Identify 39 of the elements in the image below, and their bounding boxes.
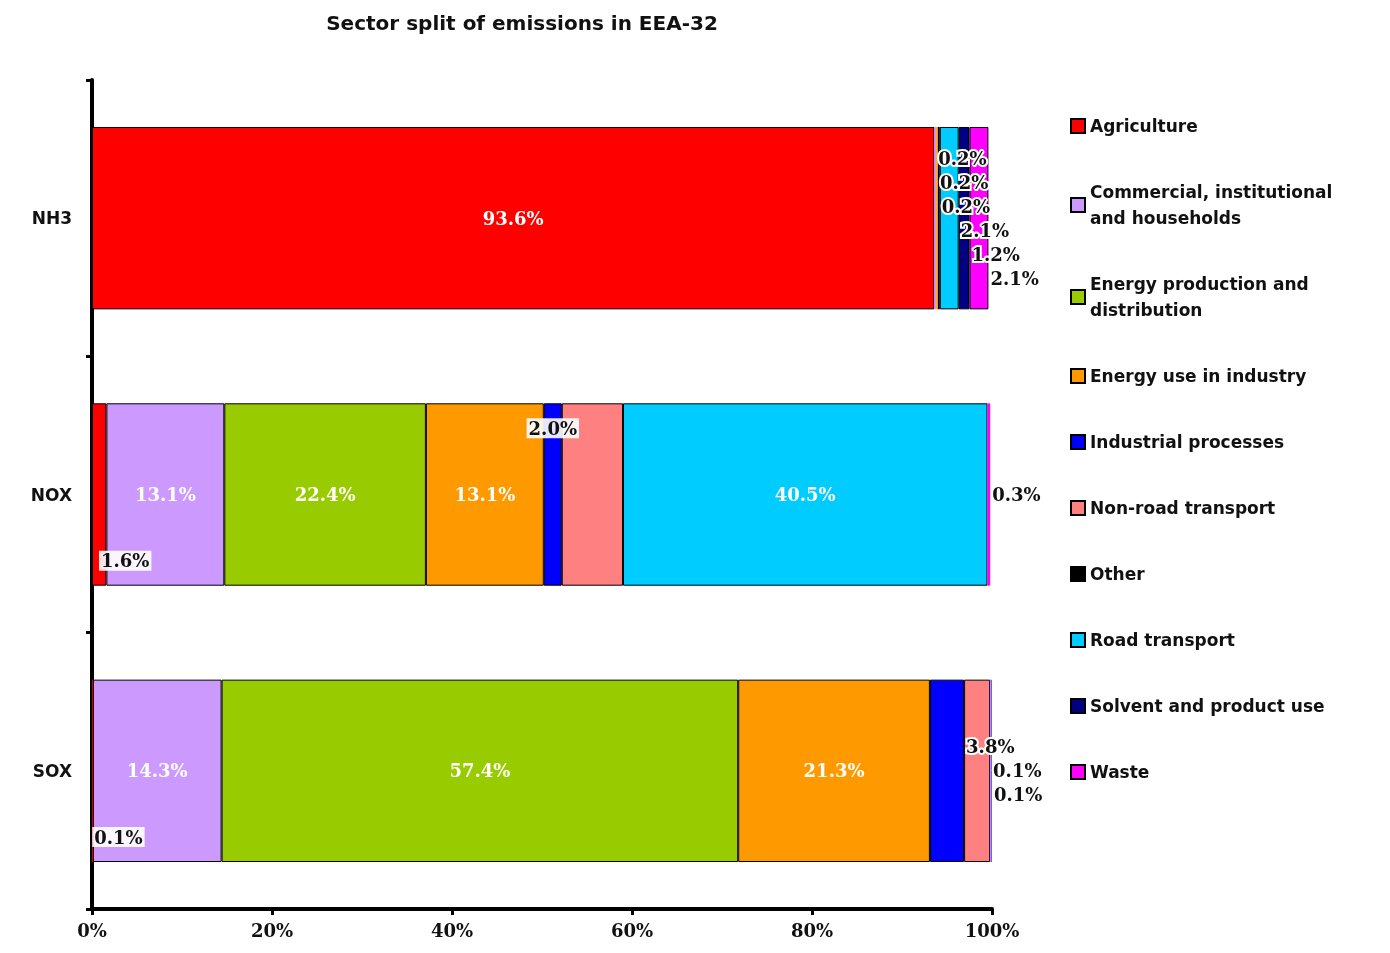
data-label: 0.2%: [938, 147, 987, 169]
data-label: 13.1%: [134, 484, 196, 505]
data-label: 93.6%: [482, 207, 544, 229]
data-label: 2.1%: [960, 219, 1010, 241]
data-label: 14.3%: [126, 760, 188, 782]
legend-label: Road transport: [1090, 630, 1235, 650]
x-tick-label: 80%: [790, 919, 834, 941]
data-label: 0.1%: [94, 826, 143, 848]
x-tick-label: 20%: [250, 919, 294, 941]
data-label: 1.6%: [100, 550, 150, 572]
data-label: 40.5%: [774, 484, 836, 505]
data-label: 13.1%: [454, 484, 516, 505]
legend-label: Solvent and product use: [1090, 696, 1325, 716]
legend-label: Commercial, institutional and households: [1090, 182, 1339, 228]
data-label: 57.4%: [449, 760, 511, 782]
data-label: 0.1%: [994, 784, 1043, 806]
y-tick-label: SOX: [32, 760, 72, 781]
x-tick-label: 100%: [964, 919, 1020, 941]
legend-label: Non-road transport: [1090, 498, 1276, 518]
x-tick-label: 60%: [610, 919, 654, 941]
data-label: 2.1%: [990, 267, 1039, 289]
legend-label: Industrial processes: [1090, 432, 1285, 452]
y-tick-label: NH3: [31, 208, 72, 229]
legend-label: Energy production and distribution: [1090, 274, 1315, 320]
x-tick-label: 0%: [77, 919, 107, 941]
x-tick-label: 40%: [430, 919, 474, 941]
data-label: 0.1%: [993, 760, 1042, 782]
data-label: 2.0%: [528, 417, 578, 439]
y-tick-label: NOX: [30, 484, 72, 505]
data-label: 22.4%: [294, 484, 356, 505]
data-label: 0.3%: [992, 484, 1041, 505]
data-label: 21.3%: [803, 760, 865, 782]
data-label: 0.2%: [940, 171, 989, 193]
chart-title: Sector split of emissions in EEA-32: [326, 11, 718, 35]
legend-label: Other: [1090, 564, 1146, 584]
legend-label: Energy use in industry: [1090, 366, 1307, 386]
data-label: 0.2%: [941, 195, 991, 217]
legend-label: Waste: [1090, 762, 1150, 782]
legend-label: Agriculture: [1090, 116, 1198, 136]
